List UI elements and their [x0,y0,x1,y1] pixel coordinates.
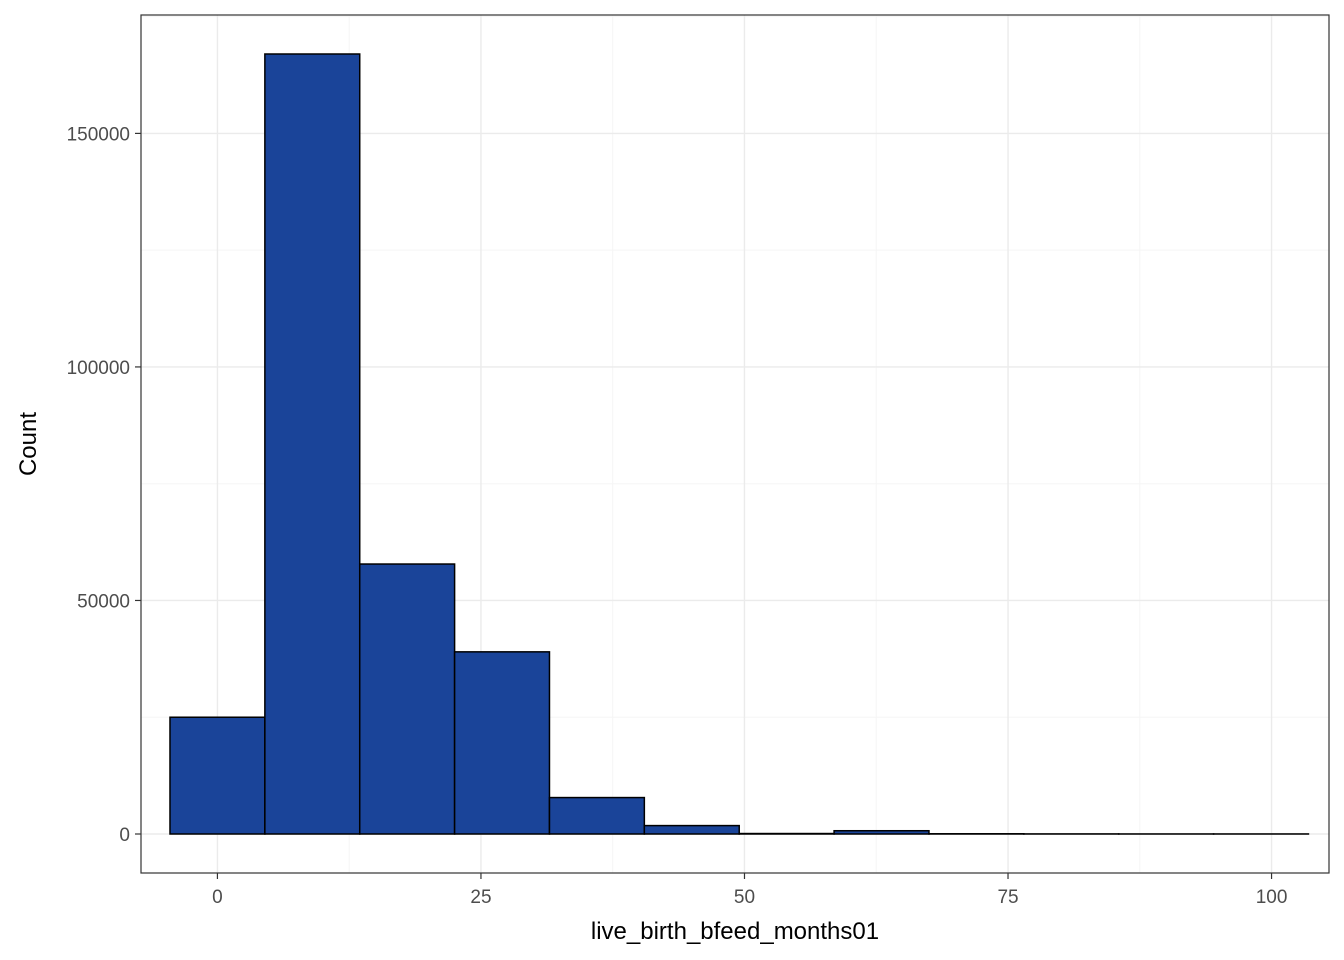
x-tick-label: 50 [734,887,755,908]
histogram-bar [548,796,646,835]
x-axis-title: live_birth_bfeed_months01 [591,918,879,945]
y-axis: 0 50000 100000 150000 [67,124,141,846]
histogram-bar [453,651,551,835]
histogram-bars [169,53,1310,835]
histogram-bar [264,53,361,835]
x-tick-label: 100 [1256,887,1288,908]
y-tick-label: 0 [119,825,130,846]
x-tick-label: 0 [212,887,223,908]
histogram-bar [643,824,740,835]
y-tick-label: 150000 [67,124,130,145]
histogram-bar [169,716,266,835]
histogram-bar [358,563,456,835]
x-tick-label: 75 [997,887,1018,908]
panel-border [140,14,1330,874]
y-tick-label: 50000 [77,591,130,612]
x-tick-label: 25 [470,887,491,908]
y-axis-title: Count [15,412,42,476]
histogram-bar [833,829,930,835]
x-axis: 0 25 50 75 100 [212,873,1287,908]
y-tick-label: 100000 [67,358,130,379]
